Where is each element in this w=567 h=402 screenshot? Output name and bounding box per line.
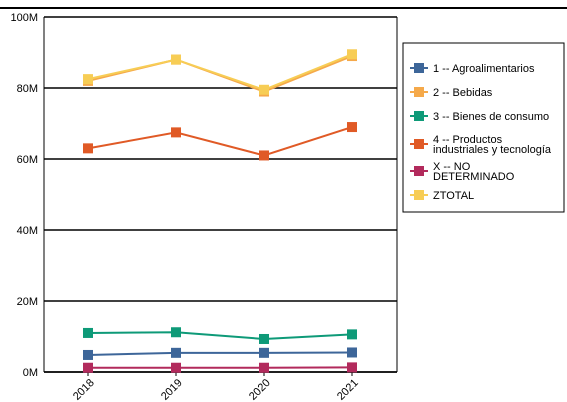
data-point xyxy=(171,347,181,358)
x-tick-label: 2021 xyxy=(335,377,361,402)
grid-layer xyxy=(44,16,397,373)
data-point xyxy=(259,362,269,373)
data-point xyxy=(83,143,93,154)
legend: 1 -- Agroalimentarios 2 -- Bebidas 3 -- Bi… xyxy=(402,42,565,213)
legend-entry: 4 -- Productos industriales y tecnología xyxy=(410,134,552,156)
legend-swatch-marker xyxy=(414,139,424,149)
data-point xyxy=(259,347,269,358)
legend-label: 1 -- Agroalimentarios xyxy=(433,63,535,75)
series-4 xyxy=(83,362,357,373)
legend-entry: 3 -- Bienes de consumo xyxy=(410,111,549,123)
data-point xyxy=(83,349,93,360)
legend-label: X -- NO DETERMINADO xyxy=(433,161,515,183)
data-point xyxy=(171,327,181,338)
data-point xyxy=(259,333,269,344)
legend-swatch-marker xyxy=(414,87,424,97)
data-point xyxy=(83,74,93,85)
data-point xyxy=(347,362,357,373)
data-point xyxy=(171,362,181,373)
data-point xyxy=(171,54,181,65)
y-tick-label: 80M xyxy=(17,83,38,95)
data-point xyxy=(83,327,93,338)
series-0 xyxy=(83,347,357,360)
x-tick-label: 2018 xyxy=(71,377,97,402)
legend-swatch-marker xyxy=(414,190,424,200)
x-tick-label: 2019 xyxy=(159,377,185,402)
data-point xyxy=(259,84,269,95)
legend-entry: ZTOTAL xyxy=(410,190,474,202)
series-3 xyxy=(83,122,357,161)
data-point xyxy=(347,49,357,60)
axis-layer: 0M 20M 40M 60M 80M 100M 2018 2019 2020 2021 xyxy=(0,7,567,402)
data-point xyxy=(347,329,357,340)
series-line xyxy=(87,53,353,91)
series-5 xyxy=(83,49,357,95)
legend-label: 2 -- Bebidas xyxy=(433,87,493,99)
series-line xyxy=(87,351,353,356)
legend-swatch-marker xyxy=(414,111,424,121)
legend-entry: X -- NO DETERMINADO xyxy=(410,161,515,183)
data-point xyxy=(171,127,181,138)
series-layer xyxy=(83,49,357,373)
series-line xyxy=(87,126,353,157)
legend-swatch-marker xyxy=(414,63,424,73)
data-point xyxy=(83,362,93,373)
x-tick-label: 2020 xyxy=(247,377,273,402)
y-tick-label: 60M xyxy=(17,154,38,166)
legend-entry: 2 -- Bebidas xyxy=(410,87,493,99)
data-point xyxy=(259,150,269,161)
legend-label: 3 -- Bienes de consumo xyxy=(433,111,549,123)
legend-entry: 1 -- Agroalimentarios xyxy=(410,63,535,75)
series-2 xyxy=(83,327,357,344)
y-tick-label: 40M xyxy=(17,225,38,237)
legend-box xyxy=(402,42,565,213)
series-line xyxy=(87,331,353,340)
y-tick-label: 0M xyxy=(23,367,38,379)
data-point xyxy=(347,122,357,133)
legend-label: ZTOTAL xyxy=(433,190,474,202)
data-point xyxy=(347,347,357,358)
y-tick-label: 20M xyxy=(17,296,38,308)
legend-swatch-marker xyxy=(414,166,424,176)
legend-label: 4 -- Productos industriales y tecnología xyxy=(433,134,552,156)
y-tick-label: 100M xyxy=(10,12,38,24)
